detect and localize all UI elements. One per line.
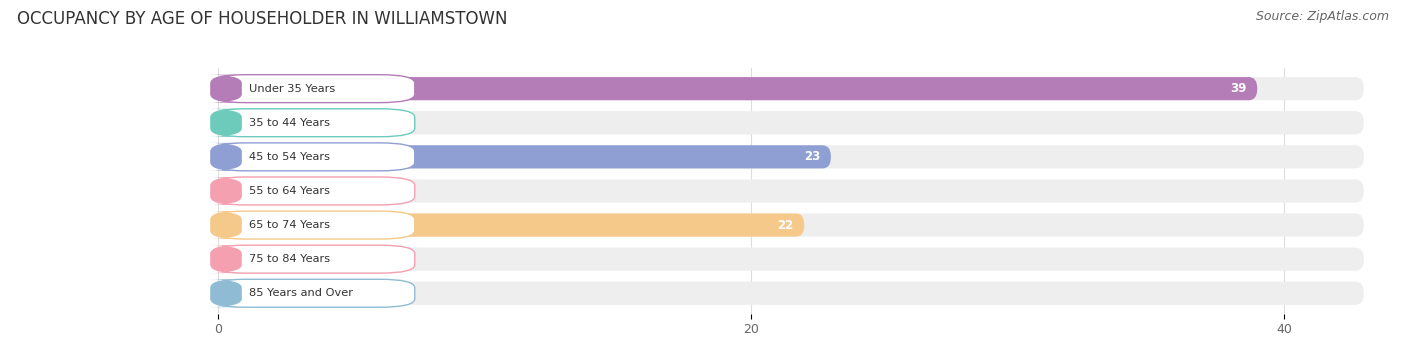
FancyBboxPatch shape: [218, 213, 1364, 237]
Text: 39: 39: [1230, 82, 1247, 95]
FancyBboxPatch shape: [218, 248, 271, 271]
Text: 85 Years and Over: 85 Years and Over: [249, 288, 353, 298]
Text: 0: 0: [281, 116, 290, 129]
FancyBboxPatch shape: [218, 111, 271, 134]
Text: 75 to 84 Years: 75 to 84 Years: [249, 254, 330, 264]
FancyBboxPatch shape: [218, 213, 804, 237]
Text: 22: 22: [778, 219, 793, 232]
Text: 0: 0: [281, 253, 290, 266]
FancyBboxPatch shape: [218, 77, 1364, 100]
FancyBboxPatch shape: [218, 179, 271, 203]
FancyBboxPatch shape: [218, 145, 1364, 168]
FancyBboxPatch shape: [218, 248, 1364, 271]
FancyBboxPatch shape: [218, 179, 1364, 203]
Text: Under 35 Years: Under 35 Years: [249, 84, 335, 94]
Text: 0: 0: [281, 184, 290, 197]
Text: 65 to 74 Years: 65 to 74 Years: [249, 220, 330, 230]
Text: 35 to 44 Years: 35 to 44 Years: [249, 118, 330, 128]
Text: Source: ZipAtlas.com: Source: ZipAtlas.com: [1256, 10, 1389, 23]
FancyBboxPatch shape: [218, 145, 831, 168]
Text: 55 to 64 Years: 55 to 64 Years: [249, 186, 330, 196]
Text: 0: 0: [281, 287, 290, 300]
FancyBboxPatch shape: [218, 77, 1257, 100]
FancyBboxPatch shape: [218, 282, 1364, 305]
Text: 23: 23: [804, 150, 820, 163]
Text: OCCUPANCY BY AGE OF HOUSEHOLDER IN WILLIAMSTOWN: OCCUPANCY BY AGE OF HOUSEHOLDER IN WILLI…: [17, 10, 508, 28]
FancyBboxPatch shape: [218, 282, 271, 305]
FancyBboxPatch shape: [218, 111, 1364, 134]
Text: 45 to 54 Years: 45 to 54 Years: [249, 152, 330, 162]
